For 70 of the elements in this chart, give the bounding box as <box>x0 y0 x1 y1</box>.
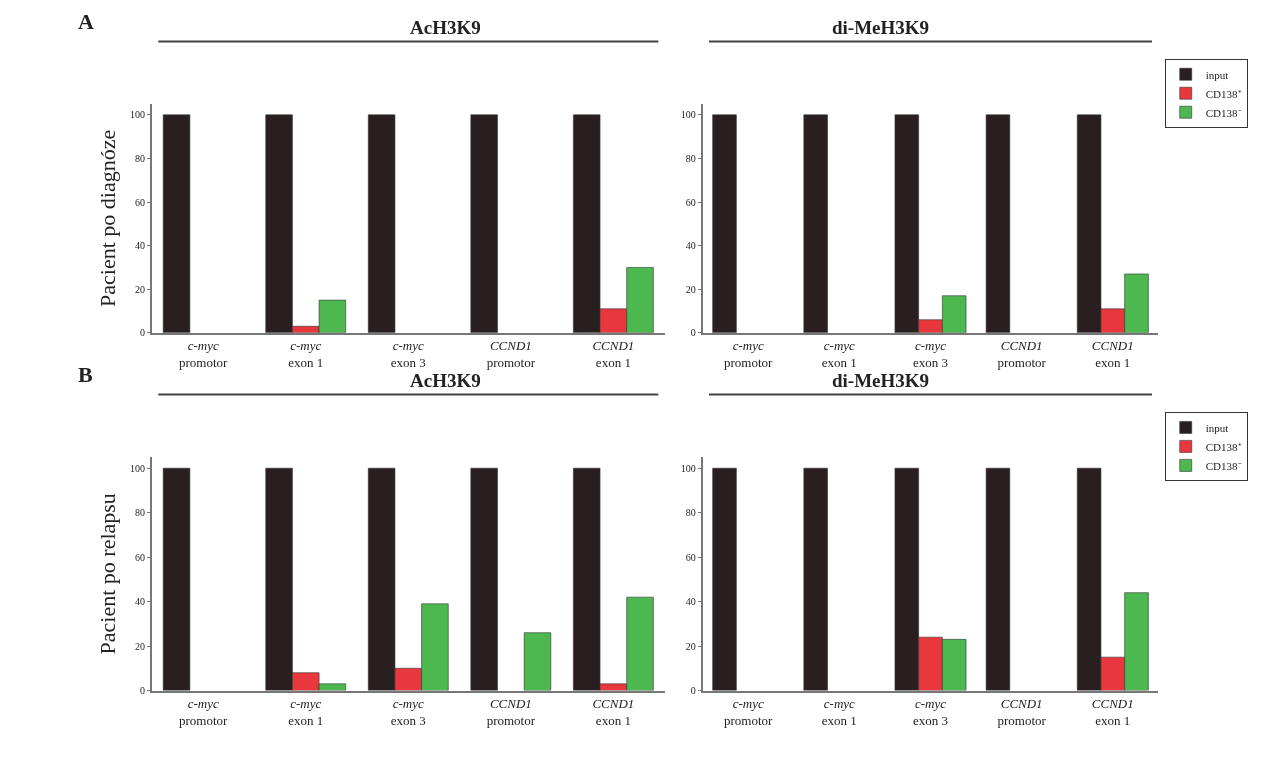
y-tick-label: 0 <box>139 685 145 696</box>
text: B <box>78 362 93 387</box>
bar <box>470 114 498 333</box>
x-tick-label: CCND1 promotor <box>997 338 1047 371</box>
y-tick-label: 60 <box>685 196 696 208</box>
chart-title: AcH3K9 <box>410 17 481 38</box>
legend-label: input <box>1205 68 1229 81</box>
y-tick-label: 100 <box>129 109 145 121</box>
x-tick-label: CCND1 exon 1 <box>592 696 635 728</box>
x-tick-label: c-myc exon 1 <box>821 696 857 728</box>
x-tick-label: CCND1 exon 1 <box>592 338 635 371</box>
y-tick-label: 40 <box>134 596 145 608</box>
bar <box>985 467 1011 691</box>
bar <box>470 467 498 691</box>
y-tick-label: 0 <box>690 685 696 696</box>
y-tick-label: 80 <box>685 152 696 164</box>
legend-label: input <box>1205 421 1229 434</box>
y-tick-label: 100 <box>129 462 145 474</box>
bar <box>162 114 191 333</box>
y-tick-label: 40 <box>685 240 696 252</box>
x-tick-label: c-myc promotor <box>724 696 774 728</box>
y-tick-label: 20 <box>685 640 696 652</box>
x-tick-label: c-myc exon 1 <box>288 338 324 371</box>
bar <box>523 632 552 691</box>
x-tick-label: c-myc exon 1 <box>821 338 857 371</box>
x-tick-label: c-myc exon 1 <box>288 696 324 728</box>
chart-title: di-MeH3K9 <box>832 370 930 391</box>
y-tick-label: 40 <box>685 596 696 608</box>
bar <box>162 467 191 691</box>
bar <box>712 114 737 333</box>
y-tick-label: 60 <box>134 551 145 563</box>
y-tick-label: 0 <box>690 327 696 339</box>
y-tick-label: 100 <box>680 462 696 474</box>
y-tick-label: 0 <box>139 327 145 339</box>
y-tick-label: 100 <box>680 109 696 121</box>
x-tick-label: c-myc promotor <box>178 696 229 728</box>
y-tick-label: 60 <box>134 196 145 208</box>
chart-title: AcH3K9 <box>410 370 481 391</box>
y-tick-label: 80 <box>134 507 145 519</box>
x-tick-label: c-myc promotor <box>178 338 229 371</box>
legend-label: CD138⁻ <box>1205 106 1242 119</box>
bar <box>803 114 828 333</box>
y-tick-label: 80 <box>685 507 696 519</box>
y-tick-label: 40 <box>134 240 145 252</box>
x-tick-label: c-myc exon 3 <box>390 696 426 728</box>
text: A <box>78 9 94 34</box>
x-tick-label: CCND1 exon 1 <box>1091 696 1134 728</box>
bar <box>712 467 737 691</box>
legend-label: CD138⁺ <box>1205 440 1242 453</box>
bar <box>367 114 396 333</box>
y-tick-label: 20 <box>134 640 145 652</box>
x-tick-label: c-myc exon 3 <box>390 338 426 371</box>
bar <box>803 467 828 691</box>
x-tick-label: c-myc exon 3 <box>912 696 949 728</box>
x-tick-label: CCND1 exon 1 <box>1091 338 1134 371</box>
x-tick-label: c-myc promotor <box>724 338 774 371</box>
bar <box>985 114 1011 333</box>
y-axis-title: Pacient po relapsu <box>95 493 121 655</box>
x-tick-label: CCND1 promotor <box>486 696 536 728</box>
x-tick-label: CCND1 promotor <box>486 338 536 371</box>
x-tick-label: CCND1 promotor <box>997 696 1047 728</box>
legend-label: CD138⁺ <box>1205 87 1242 100</box>
y-tick-label: 20 <box>685 283 696 295</box>
y-tick-label: 60 <box>685 551 696 563</box>
y-tick-label: 20 <box>134 283 145 295</box>
x-tick-label: c-myc exon 3 <box>912 338 949 371</box>
y-tick-label: 80 <box>134 152 145 164</box>
chart-title: di-MeH3K9 <box>832 17 930 38</box>
legend-label: CD138⁻ <box>1205 459 1242 472</box>
y-axis-title: Pacient po diagnóze <box>95 129 121 307</box>
